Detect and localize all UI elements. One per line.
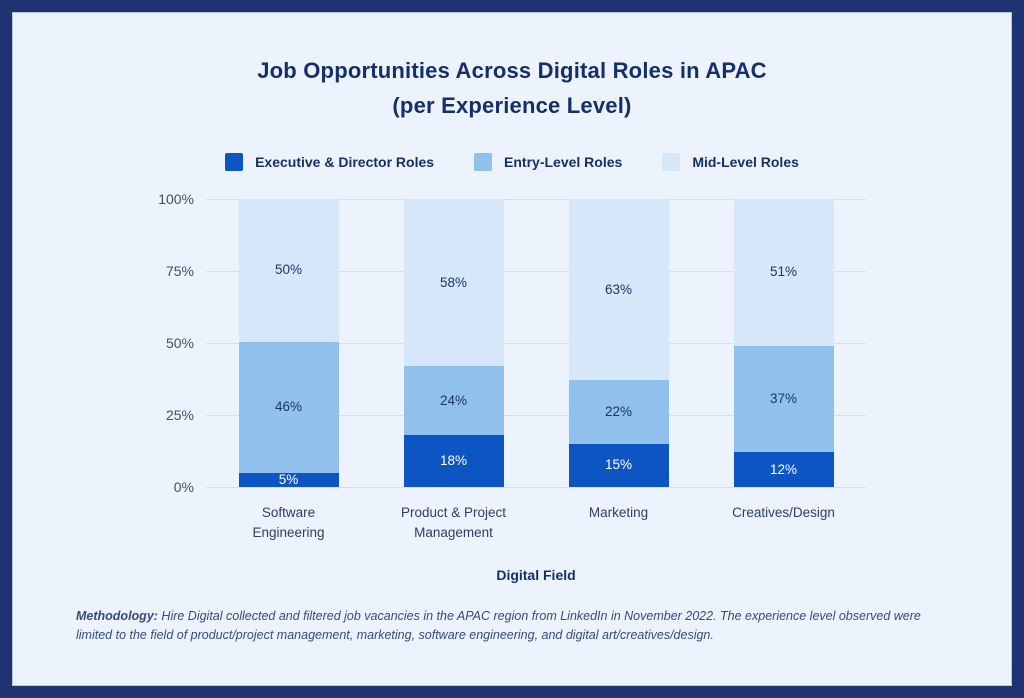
bar-segment-value: 24% xyxy=(439,392,468,408)
bar-segment: 58% xyxy=(403,199,504,367)
bar-slot: 50% 46% 5% xyxy=(206,198,371,487)
bar-segment: 51% xyxy=(733,198,834,346)
chart-title-line1: Job Opportunities Across Digital Roles i… xyxy=(257,58,767,83)
legend-swatch-mid xyxy=(662,153,681,171)
bar-segment-value: 51% xyxy=(769,264,798,280)
bar-slot: 58% 24% 18% xyxy=(371,199,536,487)
y-tick-label: 25% xyxy=(165,407,194,423)
methodology-text: Hire Digital collected and filtered job … xyxy=(76,609,921,642)
chart-title-line2: (per Experience Level) xyxy=(392,93,632,118)
bar-segment: 37% xyxy=(733,345,834,453)
bar-segment: 5% xyxy=(238,471,339,487)
stacked-bar: 58% 24% 18% xyxy=(403,199,504,487)
bar-segment: 18% xyxy=(403,435,504,487)
bar-segment-value: 37% xyxy=(769,391,798,407)
bar-segment-value: 15% xyxy=(604,457,633,473)
bar-segment-value: 18% xyxy=(439,453,468,469)
bar-segment: 24% xyxy=(403,366,504,436)
bar-segment: 12% xyxy=(733,452,834,487)
y-tick-label: 0% xyxy=(173,479,194,495)
x-label-creatives-design: Creatives/Design xyxy=(732,505,835,520)
bar-segment: 15% xyxy=(568,443,669,487)
y-tick-label: 75% xyxy=(165,263,194,279)
legend-label-mid: Mid-Level Roles xyxy=(692,154,799,170)
bar-segment-value: 58% xyxy=(439,274,468,290)
bar-segment-value: 12% xyxy=(769,461,798,477)
legend-swatch-executive xyxy=(225,153,244,171)
bar-segment-value: 5% xyxy=(278,471,299,487)
bar-segment: 22% xyxy=(568,380,669,444)
x-label-product-project-management: Product & Project Management xyxy=(400,505,507,540)
legend-item-executive: Executive & Director Roles xyxy=(225,153,434,171)
bar-segment-value: 22% xyxy=(604,404,633,420)
legend-label-entry: Entry-Level Roles xyxy=(504,154,623,170)
x-label-marketing: Marketing xyxy=(588,505,649,520)
legend-label-executive: Executive & Director Roles xyxy=(255,154,435,170)
stacked-bar: 51% 37% 12% xyxy=(733,198,834,487)
bar-segment-value: 46% xyxy=(274,399,303,415)
methodology-label: Methodology: xyxy=(76,609,158,623)
legend-item-mid: Mid-Level Roles xyxy=(662,153,799,171)
chart-canvas: Job Opportunities Across Digital Roles i… xyxy=(12,12,1012,686)
bar-segment: 46% xyxy=(238,341,339,473)
gridline xyxy=(206,271,866,272)
gridline xyxy=(206,199,866,200)
stacked-bar: 50% 46% 5% xyxy=(238,198,339,487)
plot-area: 50% 46% 5% 58% 24% 18% 63% 22% 15% 51% 37% 12% xyxy=(206,198,866,487)
y-tick-label: 100% xyxy=(158,191,194,207)
bar-slot: 63% 22% 15% xyxy=(536,199,701,487)
gridline xyxy=(206,487,866,488)
gridline xyxy=(206,343,866,344)
bar-segment-value: 50% xyxy=(274,262,303,278)
legend: Executive & Director Roles Entry-Level R… xyxy=(13,153,1011,171)
legend-swatch-entry xyxy=(474,153,493,171)
x-axis-title: Digital Field xyxy=(496,567,576,583)
x-label-software-engineering: Software Engineering xyxy=(252,505,325,540)
y-tick-label: 50% xyxy=(165,335,194,351)
gridline xyxy=(206,415,866,416)
stacked-bar: 63% 22% 15% xyxy=(568,199,669,487)
bar-slot: 51% 37% 12% xyxy=(701,198,866,487)
chart-title: Job Opportunities Across Digital Roles i… xyxy=(13,53,1011,123)
x-axis-labels: Software Engineering Product & Project M… xyxy=(206,503,866,543)
legend-item-entry: Entry-Level Roles xyxy=(474,153,622,171)
methodology-note: Methodology: Hire Digital collected and … xyxy=(76,607,951,645)
bar-segment: 50% xyxy=(238,198,339,342)
plot-region: 0% 25% 50% 75% 100% 50% 46% 5% 58% 24% 18% 63% 22% 1… xyxy=(158,191,866,495)
bar-segment-value: 63% xyxy=(604,281,633,297)
bar-segment: 63% xyxy=(568,199,669,381)
